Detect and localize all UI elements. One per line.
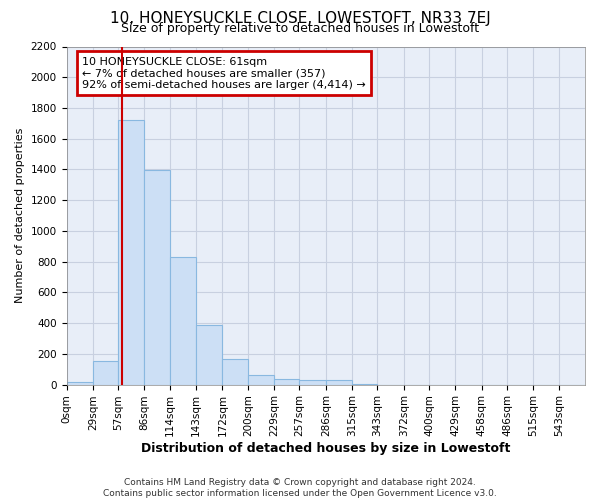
Text: 10 HONEYSUCKLE CLOSE: 61sqm
← 7% of detached houses are smaller (357)
92% of sem: 10 HONEYSUCKLE CLOSE: 61sqm ← 7% of deta… [82, 56, 366, 90]
Bar [196, 326, 223, 384]
Bar [67, 382, 93, 384]
Text: Contains HM Land Registry data © Crown copyright and database right 2024.
Contai: Contains HM Land Registry data © Crown c… [103, 478, 497, 498]
Y-axis label: Number of detached properties: Number of detached properties [15, 128, 25, 303]
X-axis label: Distribution of detached houses by size in Lowestoft: Distribution of detached houses by size … [141, 442, 511, 455]
Bar [274, 379, 299, 384]
Bar [93, 361, 118, 384]
Bar [299, 380, 326, 384]
Text: Size of property relative to detached houses in Lowestoft: Size of property relative to detached ho… [121, 22, 479, 35]
Bar [223, 359, 248, 384]
Bar [145, 170, 170, 384]
Bar [248, 374, 274, 384]
Text: 10, HONEYSUCKLE CLOSE, LOWESTOFT, NR33 7EJ: 10, HONEYSUCKLE CLOSE, LOWESTOFT, NR33 7… [110, 11, 490, 26]
Bar [326, 380, 352, 384]
Bar [118, 120, 145, 384]
Bar [170, 257, 196, 384]
